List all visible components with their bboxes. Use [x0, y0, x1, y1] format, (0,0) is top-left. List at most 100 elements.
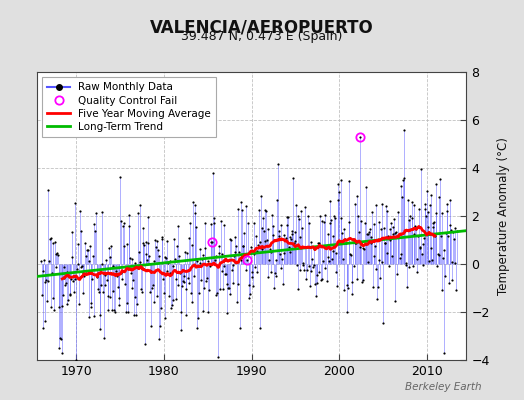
Point [393, 271, 401, 277]
Point [324, 231, 332, 237]
Point [253, 248, 261, 254]
Point [38, 268, 47, 274]
Point [269, 222, 278, 229]
Point [60, 275, 68, 281]
Point [223, 280, 231, 287]
Point [266, 246, 274, 252]
Point [339, 255, 347, 262]
Point [337, 215, 346, 222]
Point [279, 232, 288, 238]
Point [57, 350, 66, 356]
Point [40, 257, 48, 263]
Point [123, 300, 132, 306]
Point [334, 196, 343, 203]
Point [106, 294, 115, 300]
Point [187, 290, 195, 296]
Point [443, 201, 452, 208]
Point [405, 264, 413, 270]
Point [77, 228, 85, 234]
Point [312, 280, 321, 286]
Point [202, 278, 211, 284]
Point [361, 220, 369, 226]
Point [251, 264, 259, 270]
Point [41, 279, 50, 286]
Point [198, 256, 206, 263]
Point [69, 278, 78, 284]
Point [81, 239, 89, 246]
Point [444, 232, 452, 239]
Point [110, 307, 118, 314]
Point [344, 285, 352, 292]
Point [51, 239, 59, 245]
Point [130, 294, 139, 300]
Point [154, 247, 162, 254]
Point [127, 285, 136, 291]
Point [271, 273, 280, 279]
Point [183, 250, 191, 256]
Point [278, 256, 287, 262]
Point [273, 196, 281, 203]
Point [366, 234, 375, 240]
Point [164, 260, 172, 266]
Point [368, 208, 376, 215]
Point [403, 283, 411, 290]
Point [280, 250, 289, 256]
Point [449, 258, 457, 265]
Point [381, 240, 389, 246]
Point [307, 239, 315, 245]
Point [54, 304, 63, 310]
Point [316, 276, 325, 283]
Point [70, 289, 78, 295]
Point [236, 324, 244, 331]
Point [372, 266, 380, 272]
Point [442, 230, 450, 236]
Point [95, 288, 103, 295]
Point [217, 251, 226, 257]
Point [386, 236, 395, 243]
Point [351, 240, 359, 246]
Point [161, 315, 169, 321]
Point [301, 244, 310, 250]
Point [136, 202, 145, 208]
Point [329, 233, 337, 240]
Point [260, 238, 269, 244]
Point [388, 253, 396, 260]
Point [376, 275, 384, 282]
Text: 39.487 N, 0.473 E (Spain): 39.487 N, 0.473 E (Spain) [181, 30, 343, 43]
Point [71, 276, 79, 282]
Point [254, 242, 263, 248]
Point [370, 252, 378, 259]
Point [268, 232, 277, 238]
Point [131, 260, 139, 266]
Point [182, 311, 191, 318]
Point [291, 238, 300, 244]
Point [334, 180, 342, 187]
Point [432, 210, 441, 216]
Point [355, 229, 363, 235]
Point [223, 310, 232, 316]
Point [394, 231, 402, 238]
Point [310, 246, 318, 252]
Point [260, 228, 268, 234]
Point [300, 267, 308, 274]
Point [366, 226, 374, 232]
Point [156, 322, 165, 329]
Point [425, 258, 433, 264]
Point [105, 245, 113, 251]
Point [239, 243, 248, 250]
Point [279, 281, 287, 287]
Point [192, 224, 200, 230]
Point [210, 214, 219, 221]
Point [226, 291, 235, 298]
Point [304, 220, 313, 227]
Point [177, 327, 185, 333]
Point [352, 239, 360, 246]
Point [104, 293, 113, 300]
Point [175, 253, 183, 259]
Point [157, 305, 165, 311]
Point [408, 215, 417, 222]
Point [297, 208, 305, 214]
Point [64, 297, 72, 303]
Point [120, 243, 128, 250]
Point [367, 240, 376, 246]
